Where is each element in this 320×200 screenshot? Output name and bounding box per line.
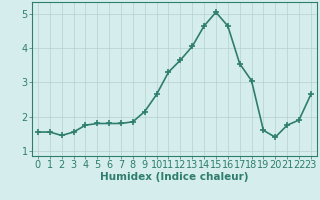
X-axis label: Humidex (Indice chaleur): Humidex (Indice chaleur) [100, 172, 249, 182]
